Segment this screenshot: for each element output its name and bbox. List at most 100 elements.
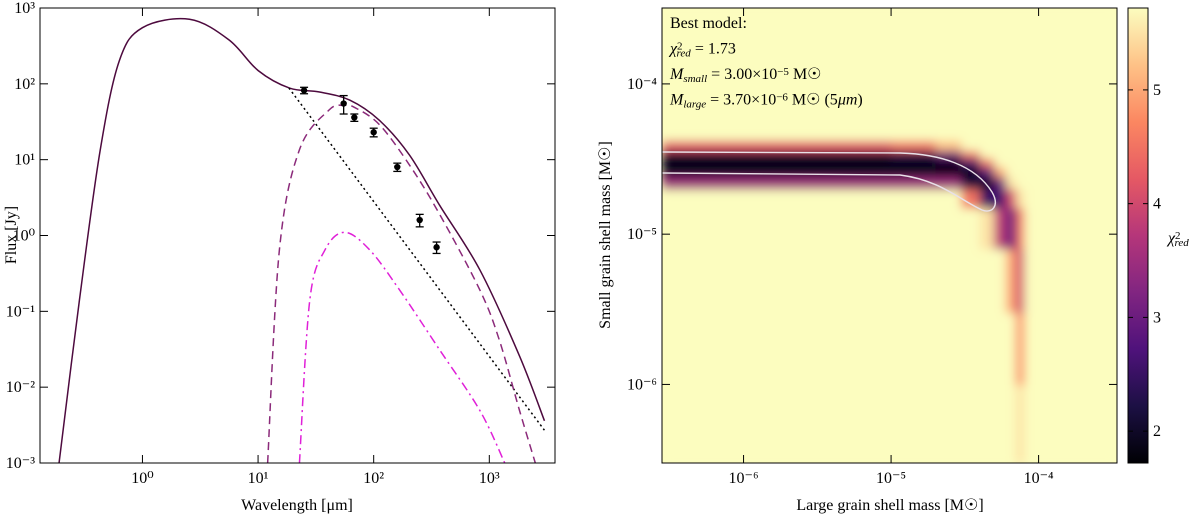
- y-axis-label: Small grain shell mass [M☉]: [597, 141, 614, 329]
- heatmap-cell: [961, 140, 981, 152]
- heatmap-cell: [1015, 166, 1025, 178]
- heatmap-cell: [1031, 384, 1117, 463]
- heatmap-cell: [1024, 158, 1033, 168]
- heatmap-cell: [1005, 177, 1017, 190]
- heatmap-cell: [891, 384, 936, 463]
- heatmap-cell: [1024, 166, 1033, 178]
- heatmap-cell: [994, 158, 1007, 168]
- annotation: Msmall = 3.00×10−5 M☉: [669, 66, 822, 85]
- heatmap-cell: [1005, 158, 1017, 168]
- heatmap-cell: [979, 158, 995, 168]
- heatmap-cell: [994, 312, 1007, 385]
- data-point: [351, 114, 358, 121]
- heatmap-cell: [1005, 140, 1017, 152]
- heatmap-cell: [1024, 8, 1033, 142]
- y-tick-label: 10⁻⁶: [627, 376, 657, 393]
- x-tick-label: 10²: [363, 470, 384, 487]
- heatmap-cell: [1005, 150, 1017, 159]
- heatmap-cell: [662, 207, 892, 250]
- heatmap-cell: [979, 8, 995, 142]
- heatmap-cell: [1005, 312, 1017, 385]
- colorbar-tick-label: 5: [1153, 82, 1161, 99]
- sed-curve: [298, 231, 506, 463]
- x-tick-label: 10⁰: [131, 470, 153, 487]
- heatmap-cell: [1005, 8, 1017, 142]
- heatmap-cell: [1005, 166, 1017, 178]
- annotation-part: −6: [776, 91, 788, 103]
- heatmap-cell: [1015, 140, 1025, 152]
- heatmap-cell: [979, 312, 995, 385]
- annotation-part: large: [683, 98, 706, 110]
- heatmap-cell: [1005, 188, 1017, 209]
- heatmap-cell: [891, 150, 936, 159]
- annotation-part: 2: [1175, 230, 1181, 242]
- heatmap-cell: [994, 188, 1007, 209]
- x-axis-label: Wavelength [μm]: [241, 497, 353, 514]
- y-axis-label: Flux [Jy]: [3, 206, 20, 264]
- heatmap-cell: [935, 140, 962, 152]
- y-tick-label: 10⁻²: [6, 379, 35, 396]
- data-point: [300, 87, 308, 94]
- heatmap-cell: [979, 188, 995, 209]
- heatmap-cell: [662, 158, 892, 168]
- heatmap-cell: [961, 312, 981, 385]
- heatmap-cell: [1031, 140, 1117, 152]
- annotation-part: Best model:: [670, 15, 747, 32]
- annotation-part: μm: [837, 92, 858, 109]
- annotation: Mlarge = 3.70×10−6 M☉ (5μm): [669, 91, 863, 110]
- heatmap-cell: [1031, 312, 1117, 385]
- heatmap-cell: [1015, 177, 1025, 190]
- heatmap-cell: [891, 166, 936, 178]
- heatmap-cell: [994, 8, 1007, 142]
- x-tick-label: 10⁻⁶: [729, 470, 759, 487]
- annotation-part: −5: [777, 66, 789, 78]
- heatmap-cell: [1024, 150, 1033, 159]
- y-tick-label: 10⁻⁴: [627, 76, 657, 93]
- plot-area: [58, 18, 546, 463]
- heatmap-cell: [1005, 207, 1017, 250]
- heatmap-cell: [662, 248, 892, 314]
- data-point: [416, 216, 423, 224]
- heatmap-cell: [994, 177, 1007, 190]
- heatmap-cell: [891, 177, 936, 190]
- contour: [662, 151, 996, 212]
- annotation-part: χ: [668, 41, 678, 58]
- heatmap-cell: [979, 166, 995, 178]
- annotation-part: red: [1175, 237, 1190, 249]
- heatmap-cell: [891, 248, 936, 314]
- heatmap-cell: [891, 312, 936, 385]
- annotation-part: = 3.00×10: [707, 66, 777, 83]
- heatmap-cell: [935, 188, 962, 209]
- heatmap-cell: [1031, 150, 1117, 159]
- heatmap-cell: [979, 177, 995, 190]
- x-tick-label: 10⁻⁴: [1024, 470, 1054, 487]
- heatmap-cells: [662, 8, 1117, 463]
- y-tick-label: 10⁰: [13, 228, 35, 245]
- heatmap-cell: [935, 150, 962, 159]
- heatmap-cell: [961, 150, 981, 159]
- x-tick-label: 10³: [479, 470, 500, 487]
- plot-frame: [661, 7, 1118, 464]
- heatmap-cell: [994, 248, 1007, 314]
- heatmap-cell: [935, 248, 962, 314]
- colorbar-tick-label: 3: [1153, 309, 1161, 326]
- heatmap-cell: [994, 140, 1007, 152]
- y-tick-label: 10²: [14, 76, 35, 93]
- heatmap-cell: [662, 384, 892, 463]
- heatmap-cell: [1024, 312, 1033, 385]
- heatmap-cell: [891, 8, 936, 142]
- heatmap-cell: [935, 384, 962, 463]
- heatmap-cell: [1024, 384, 1033, 463]
- annotation: Best model:: [670, 15, 747, 32]
- heatmap-cell: [1031, 248, 1117, 314]
- heatmap-cell: [662, 188, 892, 209]
- heatmap-cell: [662, 140, 892, 152]
- heatmap-cell: [1024, 248, 1033, 314]
- annotation-part: M: [669, 66, 685, 83]
- x-tick-label: 10⁻⁵: [876, 470, 906, 487]
- heatmap-cell: [1024, 188, 1033, 209]
- heatmap-cell: [961, 8, 981, 142]
- heatmap-cell: [1005, 248, 1017, 314]
- heatmap-cell: [979, 248, 995, 314]
